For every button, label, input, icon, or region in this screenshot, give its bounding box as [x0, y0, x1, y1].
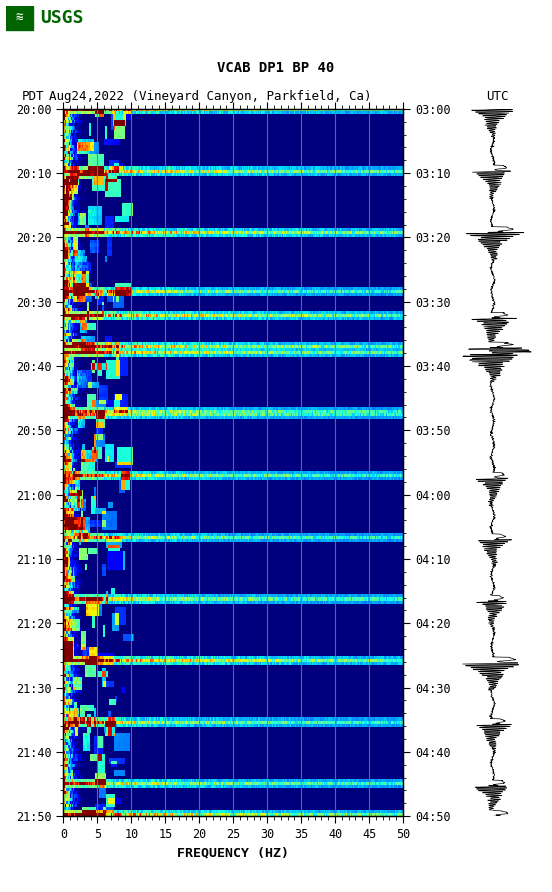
- Text: VCAB DP1 BP 40: VCAB DP1 BP 40: [217, 61, 335, 75]
- Text: UTC: UTC: [486, 90, 508, 103]
- Text: USGS: USGS: [40, 9, 84, 27]
- Polygon shape: [6, 6, 33, 29]
- Text: Aug24,2022 (Vineyard Canyon, Parkfield, Ca): Aug24,2022 (Vineyard Canyon, Parkfield, …: [49, 90, 371, 103]
- Text: ≋: ≋: [15, 11, 23, 24]
- X-axis label: FREQUENCY (HZ): FREQUENCY (HZ): [177, 847, 289, 860]
- Text: PDT: PDT: [22, 90, 45, 103]
